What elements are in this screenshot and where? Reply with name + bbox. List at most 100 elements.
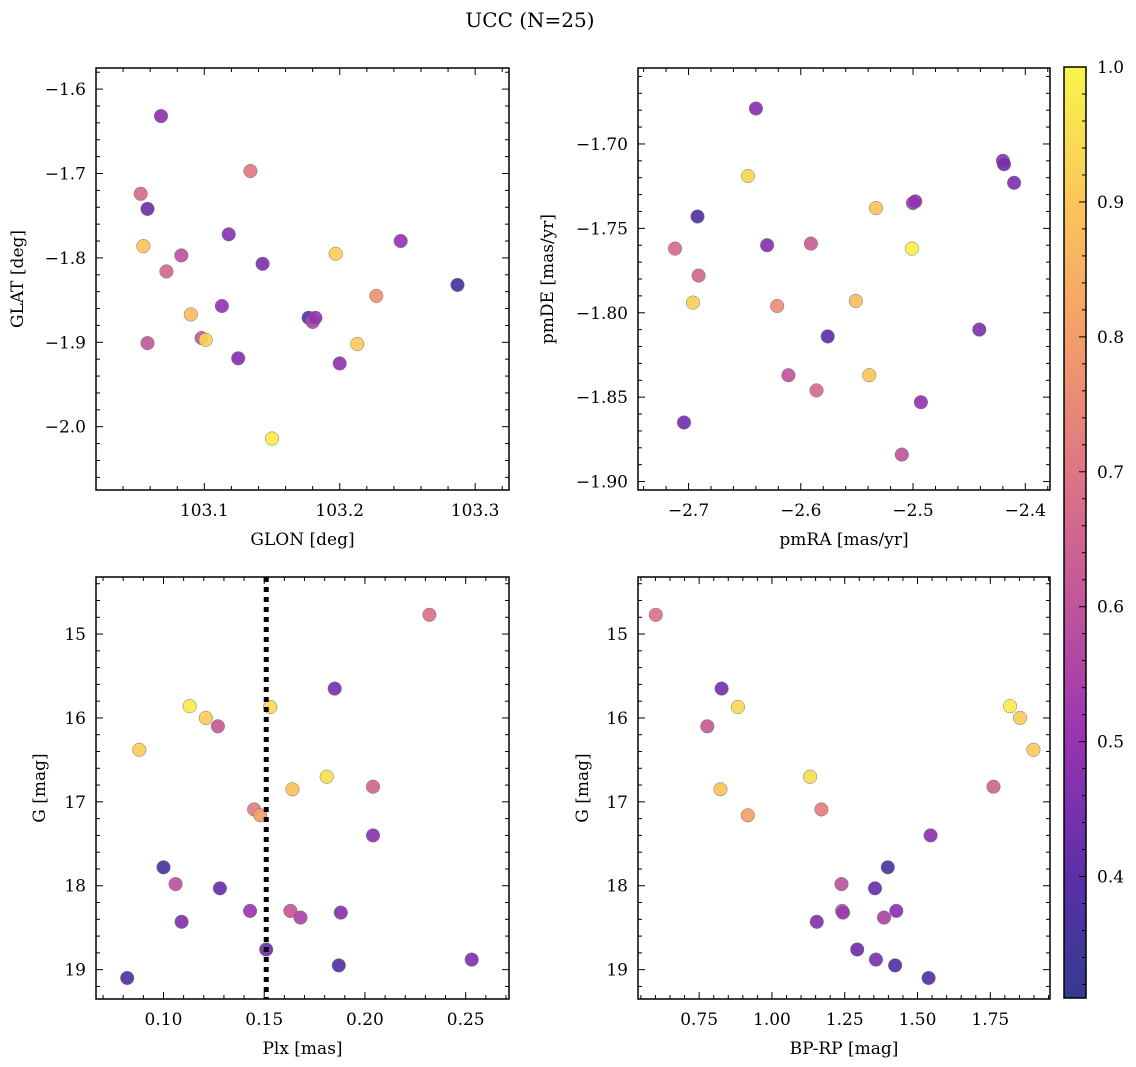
scatter-point (862, 368, 877, 383)
y-tick-label: −1.6 (45, 80, 86, 100)
scatter-point (867, 881, 883, 896)
scatter-point (781, 368, 796, 383)
scatter-point (770, 298, 785, 314)
y-tick-label: 19 (606, 961, 628, 981)
scatter-point (691, 268, 706, 283)
scatter-point (740, 808, 755, 823)
x-tick-label: 0.20 (346, 1010, 384, 1030)
x-tick-label: 1.00 (753, 1010, 791, 1030)
scatter-point (803, 769, 818, 784)
colorbar-tick-label: 0.6 (1097, 598, 1124, 618)
scatter-point (140, 201, 155, 216)
scatter-point (221, 227, 236, 242)
scatter-point (243, 163, 258, 179)
scatter-point (996, 157, 1012, 172)
scatter-point (1003, 699, 1018, 714)
scatter-point (850, 942, 865, 957)
y-tick-label: −1.75 (576, 219, 628, 239)
axis-ticks (95, 68, 509, 490)
scatter-point (889, 903, 904, 918)
x-tick-label: 103.2 (315, 501, 364, 521)
scatter-point (676, 415, 692, 430)
scatter-point (365, 828, 381, 843)
scatter-point (880, 860, 895, 875)
y-tick-label: 15 (64, 625, 86, 645)
scatter-point (365, 779, 381, 794)
y-tick-label: −1.8 (45, 249, 86, 269)
scatter-points (648, 607, 1041, 986)
scatter-point (198, 332, 213, 347)
colorbar-tick-label: 0.8 (1097, 328, 1124, 348)
scatter-point (140, 336, 155, 351)
scatter-panel: 0.75 1.00 1.25 1.50 1.75 15 16 17 18 19 BP-RP [mag… (573, 576, 1051, 1059)
x-axis-label: GLON [deg] (250, 530, 354, 550)
scatter-point (894, 447, 909, 462)
axis-ticks (96, 577, 509, 999)
scatter-point (714, 681, 729, 696)
scatter-point (255, 256, 270, 271)
scatter-points (667, 101, 1022, 462)
scatter-point (231, 351, 246, 366)
scatter-point (212, 881, 227, 896)
scatter-point (168, 877, 183, 892)
scatter-point (293, 910, 308, 925)
scatter-point (133, 186, 148, 201)
y-tick-label: 18 (64, 877, 86, 897)
scatter-point (1007, 175, 1022, 190)
colorbar: 0.4 0.5 0.6 0.7 0.8 0.9 1.0 (1063, 58, 1124, 999)
y-tick-label: −2.0 (45, 418, 86, 438)
y-axis-label: pmDE [mas/yr] (538, 214, 558, 344)
scatter-point (923, 828, 938, 843)
scatter-panel: 0.10 0.15 0.20 0.25 15 16 17 18 19 Plx [mas] G [ma… (30, 576, 510, 1059)
scatter-point (327, 681, 342, 696)
scatter-point (319, 769, 334, 784)
scatter-point (1012, 710, 1028, 725)
scatter-point (820, 329, 835, 344)
scatter-point (1026, 742, 1041, 757)
y-axis-label: G [mag] (30, 753, 50, 822)
scatter-point (369, 288, 384, 303)
scatter-point (308, 310, 323, 325)
scatter-points (120, 607, 479, 986)
scatter-point (120, 970, 135, 986)
y-tick-label: −1.90 (576, 473, 628, 493)
y-tick-label: −1.85 (576, 388, 628, 408)
scatter-point (422, 607, 437, 622)
scatter-point (740, 168, 756, 184)
axis-ticks (638, 577, 1050, 999)
colorbar-tick-label: 0.5 (1097, 733, 1124, 753)
y-axis-label: G [mag] (573, 753, 593, 822)
scatter-point (328, 246, 343, 261)
colorbar-gradient (1063, 66, 1087, 999)
scatter-point (210, 719, 225, 734)
axes-frame (95, 576, 510, 1000)
colorbar-tick-label: 1.0 (1097, 58, 1124, 78)
y-tick-label: 18 (606, 877, 628, 897)
y-tick-label: −1.70 (576, 135, 628, 155)
scatter-point (921, 970, 936, 986)
y-tick-label: 17 (606, 793, 628, 813)
scatter-point (713, 782, 728, 797)
x-tick-label: 1.25 (826, 1010, 864, 1030)
x-tick-label: −2.6 (780, 501, 821, 521)
scatter-point (214, 298, 229, 314)
scatter-point (972, 322, 987, 337)
x-tick-label: 0.75 (680, 1010, 718, 1030)
scatter-point (283, 903, 298, 918)
x-tick-label: −2.4 (1005, 501, 1046, 521)
scatter-point (264, 431, 280, 446)
scatter-point (730, 699, 745, 715)
axes-frame (95, 67, 510, 491)
scatter-point (760, 238, 775, 253)
scatter-point (868, 201, 884, 216)
scatter-point (182, 699, 197, 714)
scatter-point (159, 264, 174, 279)
y-tick-label: −1.80 (576, 304, 628, 324)
scatter-point (253, 808, 268, 823)
scatter-point (685, 295, 701, 310)
colorbar-tick-label: 0.4 (1097, 868, 1124, 888)
y-tick-label: 16 (64, 709, 86, 729)
scatter-point (285, 782, 300, 797)
colorbar-tick-label: 0.9 (1097, 193, 1124, 213)
x-axis-label: Plx [mas] (262, 1039, 342, 1059)
